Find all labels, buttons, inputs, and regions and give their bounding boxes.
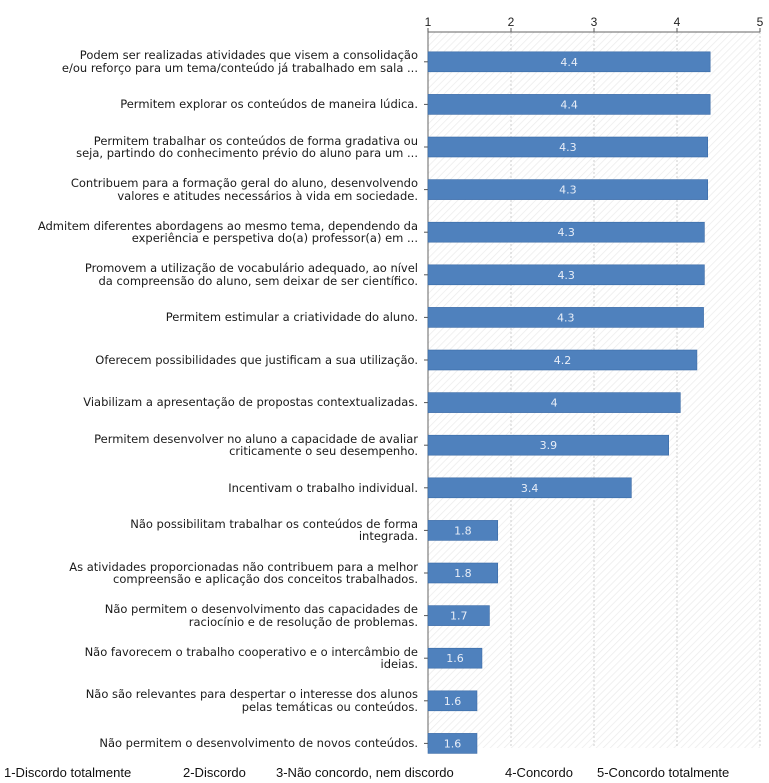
- legend-item: 5-Concordo totalmente: [597, 765, 730, 780]
- bar-value-label: 1.7: [450, 610, 468, 623]
- category-label-line: Não são relevantes para despertar o inte…: [85, 687, 418, 702]
- category-label-line: Admitem diferentes abordagens ao mesmo t…: [37, 218, 418, 233]
- category-label: Permitem estimular a criatividade do alu…: [0, 311, 418, 324]
- bar-value-label: 4.3: [559, 141, 577, 154]
- bar-value-label: 4.4: [560, 98, 578, 111]
- bar-value-label: 1.6: [446, 652, 464, 665]
- category-label-line: Não possibilitam trabalhar os conteúdos …: [130, 516, 418, 531]
- bar-value-label: 4.2: [554, 354, 572, 367]
- bar: [427, 562, 499, 584]
- category-label-line: da compreensão do aluno, sem deixar de s…: [98, 273, 418, 288]
- category-label: Não favorecem o trabalho cooperativo e o…: [0, 646, 418, 671]
- category-label: As atividades proporcionadas não contrib…: [0, 559, 418, 586]
- category-label: Não permitem o desenvolvimento das capac…: [0, 603, 418, 628]
- bar: [427, 605, 490, 626]
- category-label: Não permitem o desenvolvimento de novos …: [0, 737, 418, 750]
- category-label-line: raciocínio e de resolução de problemas.: [188, 614, 418, 629]
- category-label: Oferecem possibilidades que justificam a…: [0, 354, 418, 367]
- bar-value-label: 4.3: [557, 311, 575, 324]
- bar-value-label: 1.6: [444, 737, 462, 750]
- category-label-line: Não favorecem o trabalho cooperativo e o…: [84, 644, 418, 659]
- category-label-line: ideias.: [380, 657, 418, 672]
- bar-value-label: 1.8: [454, 567, 472, 580]
- bar: [427, 179, 709, 200]
- bar: [427, 733, 478, 754]
- category-label: Não possibilitam trabalhar os conteúdos …: [0, 518, 418, 543]
- category-label-line: compreensão e aplicação dos conceitos tr…: [113, 572, 418, 586]
- category-label-line: Incentivam o trabalho individual.: [228, 480, 418, 495]
- x-tick-label: 4: [674, 15, 681, 29]
- category-label-line: Viabilizam a apresentação de propostas c…: [83, 395, 418, 410]
- category-label: Contribuem para a formação geral do alun…: [0, 177, 418, 202]
- category-label-line: Não permitem o desenvolvimento de novos …: [99, 736, 418, 751]
- category-label: Não são relevantes para despertar o inte…: [0, 688, 418, 713]
- bar: [427, 477, 632, 499]
- bar: [427, 136, 709, 158]
- x-tick-label: 3: [591, 15, 598, 29]
- category-label: Permitem trabalhar os conteúdos de forma…: [0, 133, 418, 160]
- category-label: Viabilizam a apresentação de propostas c…: [0, 396, 418, 409]
- category-label: Incentivam o trabalho individual.: [0, 482, 418, 495]
- legend-item: 1-Discordo totalmente: [4, 765, 132, 780]
- bar-value-label: 4.3: [559, 184, 577, 197]
- bar-value-label: 1.8: [454, 524, 472, 537]
- bar-value-label: 4: [551, 397, 558, 410]
- category-label-line: valores e atitudes necessários à vida em…: [117, 188, 418, 203]
- category-label-line: integrada.: [358, 529, 418, 544]
- category-label: Permitem explorar os conteúdos de maneir…: [0, 98, 418, 111]
- category-label-line: criticamente o seu desempenho.: [229, 444, 418, 459]
- category-label: Promovem a utilização de vocabulário ade…: [0, 262, 418, 287]
- bar: [427, 307, 704, 328]
- category-label-line: seja, partindo do conhecimento prévio do…: [76, 146, 418, 160]
- bar-value-label: 3.4: [521, 482, 539, 495]
- bar: [427, 434, 669, 456]
- bar-value-label: 4.4: [560, 56, 578, 69]
- category-label-line: Oferecem possibilidades que justificam a…: [95, 352, 418, 367]
- category-label-line: pelas temáticas ou conteúdos.: [241, 699, 418, 714]
- category-label: Podem ser realizadas atividades que vise…: [0, 49, 418, 74]
- bar: [427, 221, 705, 243]
- legend-item: 3-Não concordo, nem discordo: [276, 765, 454, 780]
- x-tick-label: 5: [757, 15, 764, 29]
- category-label: Permitem desenvolver no aluno a capacida…: [0, 433, 418, 458]
- bar: [427, 520, 499, 541]
- bar: [427, 392, 681, 413]
- category-label-line: Promovem a utilização de vocabulário ade…: [84, 261, 418, 276]
- category-label-line: experiência e perspetiva do(a) professor…: [131, 231, 418, 246]
- category-label-line: Podem ser realizadas atividades que vise…: [79, 48, 418, 63]
- bar-value-label: 1.6: [444, 695, 462, 708]
- category-label-line: e/ou reforço para um tema/conteúdo já tr…: [61, 60, 418, 75]
- legend-item: 2-Discordo: [183, 765, 246, 780]
- bar: [427, 94, 711, 115]
- bar-value-label: 4.3: [557, 226, 575, 239]
- x-tick-label: 2: [508, 15, 515, 29]
- bar: [427, 349, 698, 371]
- category-label-line: Não permitem o desenvolvimento das capac…: [104, 602, 418, 617]
- legend-item: 4-Concordo: [505, 765, 573, 780]
- bar-value-label: 3.9: [540, 439, 558, 452]
- bar-value-label: 4.3: [557, 269, 575, 282]
- bar: [427, 51, 711, 73]
- category-label-line: Contribuem para a formação geral do alun…: [70, 176, 418, 191]
- category-label-line: Permitem explorar os conteúdos de maneir…: [120, 97, 418, 112]
- bar: [427, 647, 483, 669]
- category-label-line: Permitem desenvolver no aluno a capacida…: [94, 431, 418, 446]
- category-label: Admitem diferentes abordagens ao mesmo t…: [0, 220, 418, 245]
- x-tick-label: 1: [425, 15, 432, 29]
- category-label-line: As atividades proporcionadas não contrib…: [69, 559, 418, 574]
- bar: [427, 690, 478, 712]
- bar: [427, 264, 705, 286]
- category-label-line: Permitem trabalhar os conteúdos de forma…: [93, 133, 418, 148]
- category-label-line: Permitem estimular a criatividade do alu…: [165, 310, 418, 325]
